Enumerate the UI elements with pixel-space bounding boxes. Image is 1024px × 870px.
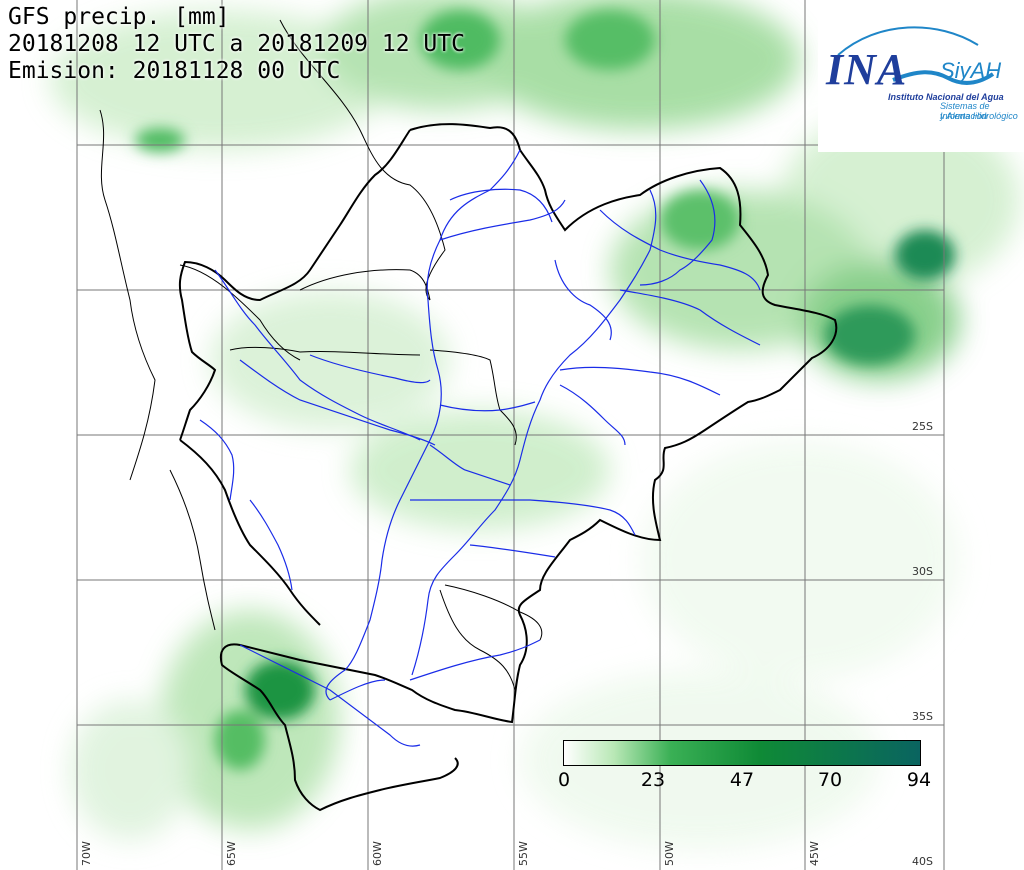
ina-siyah-logo: INA SiyAH Instituto Nacional del Agua Si… [818,0,1024,152]
lon-label-70w: 70W [80,841,93,866]
logo-siyah-text: SiyAH [940,58,1002,83]
colorbar-tick-0: 0 [557,769,571,791]
colorbar-tick-47: 47 [729,769,755,791]
lon-label-50w: 50W [663,841,676,866]
logo-tagline-2: y Alerta Hidrológico [940,111,1018,121]
lon-label-45w: 45W [808,841,821,866]
emission-time: Emision: 20181128 00 UTC [8,58,341,84]
colorbar-tick-94: 94 [906,769,932,791]
colorbar-gradient [563,740,921,766]
lon-label-60w: 60W [371,841,384,866]
lat-label-25s: 25S [912,420,933,433]
river-network [199,149,761,747]
logo-swoosh [837,26,995,85]
lat-label-30s: 30S [912,565,933,578]
lat-label-35s: 35S [912,710,933,723]
logo-ina-text: INA [826,45,908,94]
basin-outline [178,123,838,812]
logo-subtitle: Instituto Nacional del Agua [888,92,1004,102]
forecast-period: 20181208 12 UTC a 20181209 12 UTC [8,31,465,57]
country-borders [99,19,543,691]
logo-tagline-1: Sistemas de Información [940,101,990,121]
colorbar-tick-70: 70 [817,769,843,791]
lat-label-40s: 40S [912,855,933,868]
lon-label-65w: 65W [225,841,238,866]
colorbar-tick-23: 23 [640,769,666,791]
graticule-grid [76,0,945,870]
precip-colorbar: 0 23 47 70 94 [557,737,931,795]
map-title: GFS precip. [mm] [8,4,230,30]
precip-field [50,0,1020,850]
lon-label-55w: 55W [517,841,530,866]
